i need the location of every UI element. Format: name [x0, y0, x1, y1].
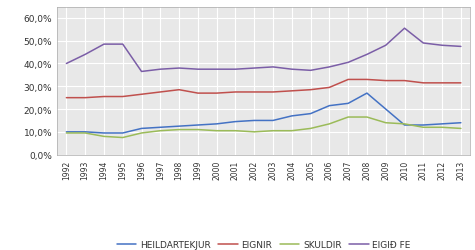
- SKULDIR: [420, 126, 426, 129]
- EIGIÐ FE: [176, 67, 182, 70]
- EIGIÐ FE: [326, 66, 332, 69]
- EIGIÐ FE: [345, 62, 351, 64]
- EIGNIR: [101, 96, 107, 99]
- EIGIÐ FE: [233, 68, 238, 71]
- HEILDARTEKJUR: [233, 120, 238, 124]
- EIGIÐ FE: [289, 68, 294, 71]
- EIGIÐ FE: [195, 68, 201, 71]
- EIGNIR: [308, 89, 314, 92]
- HEILDARTEKJUR: [326, 105, 332, 108]
- SKULDIR: [176, 128, 182, 132]
- EIGIÐ FE: [157, 68, 163, 71]
- EIGIÐ FE: [402, 28, 408, 30]
- SKULDIR: [458, 128, 464, 130]
- EIGIÐ FE: [101, 44, 107, 46]
- EIGNIR: [120, 96, 125, 99]
- HEILDARTEKJUR: [120, 132, 125, 135]
- HEILDARTEKJUR: [157, 126, 163, 129]
- EIGNIR: [251, 91, 257, 94]
- SKULDIR: [64, 132, 69, 135]
- HEILDARTEKJUR: [458, 122, 464, 125]
- Line: EIGIÐ FE: EIGIÐ FE: [66, 29, 461, 72]
- HEILDARTEKJUR: [402, 124, 408, 127]
- SKULDIR: [120, 136, 125, 140]
- EIGNIR: [289, 90, 294, 93]
- HEILDARTEKJUR: [176, 125, 182, 128]
- HEILDARTEKJUR: [308, 113, 314, 116]
- EIGNIR: [64, 97, 69, 100]
- SKULDIR: [195, 128, 201, 132]
- EIGIÐ FE: [139, 71, 144, 74]
- SKULDIR: [251, 131, 257, 134]
- EIGNIR: [214, 92, 219, 95]
- EIGNIR: [326, 86, 332, 90]
- EIGIÐ FE: [383, 44, 389, 48]
- HEILDARTEKJUR: [251, 120, 257, 122]
- SKULDIR: [326, 123, 332, 126]
- EIGIÐ FE: [64, 63, 69, 66]
- SKULDIR: [308, 128, 314, 130]
- EIGIÐ FE: [364, 54, 370, 57]
- EIGIÐ FE: [214, 68, 219, 71]
- HEILDARTEKJUR: [439, 123, 445, 126]
- EIGNIR: [383, 80, 389, 83]
- SKULDIR: [157, 130, 163, 133]
- HEILDARTEKJUR: [64, 131, 69, 134]
- EIGNIR: [139, 93, 144, 96]
- EIGNIR: [233, 91, 238, 94]
- Line: SKULDIR: SKULDIR: [66, 118, 461, 138]
- EIGIÐ FE: [270, 66, 276, 69]
- Line: EIGNIR: EIGNIR: [66, 80, 461, 98]
- EIGNIR: [402, 80, 408, 83]
- EIGNIR: [439, 82, 445, 85]
- HEILDARTEKJUR: [101, 132, 107, 135]
- HEILDARTEKJUR: [420, 124, 426, 127]
- EIGNIR: [345, 78, 351, 82]
- EIGIÐ FE: [439, 44, 445, 48]
- EIGNIR: [420, 82, 426, 85]
- HEILDARTEKJUR: [364, 92, 370, 95]
- EIGIÐ FE: [251, 67, 257, 70]
- SKULDIR: [364, 116, 370, 119]
- EIGIÐ FE: [458, 46, 464, 49]
- EIGNIR: [157, 91, 163, 94]
- EIGIÐ FE: [82, 54, 88, 57]
- SKULDIR: [139, 132, 144, 135]
- EIGIÐ FE: [420, 42, 426, 45]
- HEILDARTEKJUR: [195, 124, 201, 127]
- SKULDIR: [270, 130, 276, 133]
- EIGIÐ FE: [308, 70, 314, 72]
- EIGNIR: [270, 91, 276, 94]
- HEILDARTEKJUR: [139, 128, 144, 130]
- HEILDARTEKJUR: [289, 115, 294, 118]
- SKULDIR: [289, 130, 294, 133]
- SKULDIR: [439, 126, 445, 129]
- SKULDIR: [214, 130, 219, 133]
- EIGNIR: [195, 92, 201, 95]
- HEILDARTEKJUR: [82, 131, 88, 134]
- EIGIÐ FE: [120, 44, 125, 46]
- EIGNIR: [82, 97, 88, 100]
- Legend: HEILDARTEKJUR, EIGNIR, SKULDIR, EIGIÐ FE: HEILDARTEKJUR, EIGNIR, SKULDIR, EIGIÐ FE: [113, 236, 414, 250]
- HEILDARTEKJUR: [270, 120, 276, 122]
- Line: HEILDARTEKJUR: HEILDARTEKJUR: [66, 94, 461, 134]
- EIGNIR: [458, 82, 464, 85]
- SKULDIR: [402, 123, 408, 126]
- SKULDIR: [233, 130, 238, 133]
- HEILDARTEKJUR: [383, 108, 389, 111]
- SKULDIR: [101, 135, 107, 138]
- SKULDIR: [82, 132, 88, 135]
- HEILDARTEKJUR: [214, 123, 219, 126]
- SKULDIR: [383, 122, 389, 125]
- SKULDIR: [345, 116, 351, 119]
- HEILDARTEKJUR: [345, 102, 351, 106]
- EIGNIR: [364, 78, 370, 82]
- EIGNIR: [176, 89, 182, 92]
